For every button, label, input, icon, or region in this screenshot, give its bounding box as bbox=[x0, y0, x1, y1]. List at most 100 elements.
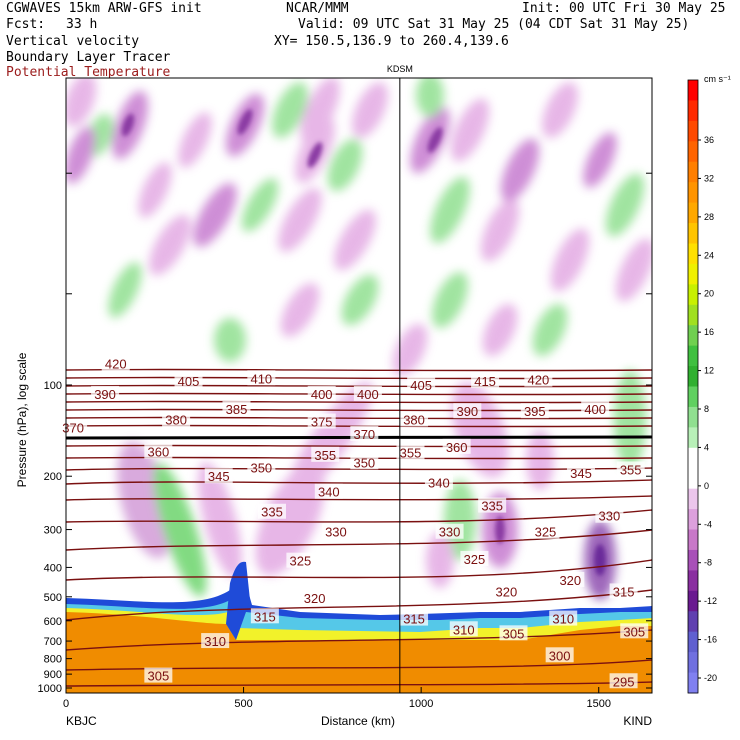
y-tick-label: 1000 bbox=[38, 683, 62, 695]
colorbar-label: 0 bbox=[704, 481, 709, 491]
colorbar-swatch bbox=[688, 509, 698, 531]
contour-label-bg bbox=[204, 468, 233, 484]
contour-label: 390 bbox=[94, 387, 116, 402]
contour-label-bg bbox=[174, 372, 203, 388]
colorbar-swatch bbox=[688, 345, 698, 367]
y-tick-label: 500 bbox=[44, 592, 62, 604]
contour-label: 410 bbox=[250, 371, 272, 386]
contour-label: 390 bbox=[456, 404, 478, 419]
colorbar-swatch bbox=[688, 263, 698, 285]
y-tick-label: 100 bbox=[44, 380, 62, 392]
colorbar-label: 16 bbox=[704, 327, 714, 337]
colorbar-swatch bbox=[688, 631, 698, 653]
contour-label: 385 bbox=[226, 402, 248, 417]
vertical-velocity-shading bbox=[66, 78, 652, 600]
contour-label-bg bbox=[424, 474, 453, 490]
colorbar-swatch bbox=[688, 488, 698, 510]
contour-label-bg bbox=[453, 403, 482, 419]
contour-label-bg bbox=[620, 623, 649, 639]
x-axis-label: Distance (km) bbox=[321, 714, 395, 728]
contour-label: 305 bbox=[503, 626, 525, 641]
colorbar-label: 32 bbox=[704, 173, 714, 183]
contour-label: 330 bbox=[599, 509, 621, 524]
contour-label: 315 bbox=[254, 609, 276, 624]
station-marker-label: KDSM bbox=[387, 64, 413, 74]
contour-label-bg bbox=[321, 523, 350, 539]
contour-label: 315 bbox=[613, 584, 635, 599]
y-tick-label: 800 bbox=[44, 654, 62, 666]
contour-label-bg bbox=[407, 377, 436, 392]
colorbar-swatch bbox=[688, 570, 698, 592]
boundary-layer-tracer bbox=[66, 561, 652, 693]
contour-label: 330 bbox=[439, 525, 461, 540]
field-vertical-velocity: Vertical velocity bbox=[6, 34, 140, 49]
contour-label: 420 bbox=[105, 357, 127, 372]
contour-label-bg bbox=[307, 413, 336, 429]
contour-label: 315 bbox=[403, 612, 425, 627]
contour-label: 400 bbox=[357, 387, 379, 402]
colorbar-label: 4 bbox=[704, 442, 709, 452]
init-time: Init: 00 UTC Fri 30 May 25 bbox=[522, 1, 726, 16]
contour-label: 355 bbox=[400, 445, 422, 460]
forecast-hour: 33 h bbox=[66, 17, 98, 32]
contour-label: 345 bbox=[570, 466, 592, 481]
colorbar-swatch bbox=[688, 549, 698, 571]
contour-label-bg bbox=[144, 443, 173, 459]
contour-label: 355 bbox=[314, 448, 336, 463]
contour-label-bg bbox=[222, 400, 251, 416]
colorbar-swatch bbox=[688, 141, 698, 163]
contour-label: 400 bbox=[584, 402, 606, 417]
y-axis: 100 200 300 400 500 600 700 800 900 1000 bbox=[38, 172, 652, 695]
colorbar-swatch bbox=[688, 386, 698, 408]
contour-label: 360 bbox=[147, 445, 169, 460]
contour-label-bg bbox=[286, 552, 315, 568]
contour-label-bg bbox=[350, 425, 379, 441]
colorbar-swatch bbox=[688, 672, 698, 694]
contour-label: 350 bbox=[353, 455, 375, 470]
x-axis: 0 500 1000 1500 bbox=[63, 687, 611, 710]
contour-label: 310 bbox=[204, 634, 226, 649]
contour-label: 310 bbox=[453, 622, 475, 637]
colorbar-label: -20 bbox=[704, 673, 717, 683]
contour-label-bg bbox=[400, 411, 429, 427]
colorbar-label: -16 bbox=[704, 635, 717, 645]
colorbar-swatch bbox=[688, 182, 698, 204]
contour-label-bg bbox=[616, 461, 645, 477]
colorbar-frame bbox=[687, 79, 699, 694]
left-endpoint-label: KBJC bbox=[66, 714, 97, 728]
colorbar-swatch bbox=[688, 590, 698, 612]
contour-label-bg bbox=[549, 610, 578, 626]
contour-label-bg bbox=[499, 625, 528, 641]
colorbar-swatch bbox=[688, 611, 698, 633]
colorbar-label: -4 bbox=[704, 519, 712, 529]
contour-label-bg bbox=[353, 385, 382, 401]
right-endpoint-label: KIND bbox=[623, 714, 652, 728]
contour-label-bg bbox=[247, 459, 276, 475]
colorbar-label: 36 bbox=[704, 135, 714, 145]
contour-label-bg bbox=[556, 571, 585, 587]
colorbar-swatch bbox=[688, 100, 698, 122]
contour-label-bg bbox=[91, 385, 120, 401]
contour-label: 395 bbox=[524, 404, 546, 419]
contour-label: 320 bbox=[304, 591, 326, 606]
colorbar-label: 28 bbox=[704, 212, 714, 222]
contour-label-bg bbox=[257, 503, 286, 519]
contour-label: 330 bbox=[325, 525, 347, 540]
contour-label: 350 bbox=[250, 460, 272, 475]
colorbar-label: 20 bbox=[704, 289, 714, 299]
y-tick-label: 700 bbox=[44, 636, 62, 648]
contour-label-bg bbox=[247, 370, 276, 386]
y-tick-label: 200 bbox=[44, 471, 62, 483]
contour-label: 325 bbox=[464, 552, 486, 567]
contour-label-bg bbox=[350, 454, 379, 470]
contour-label-bg bbox=[250, 608, 279, 624]
contour-label: 345 bbox=[208, 469, 230, 484]
contour-label: 380 bbox=[403, 413, 425, 428]
contour-label: 400 bbox=[311, 387, 333, 402]
x-tick-label: 1500 bbox=[586, 698, 610, 710]
colorbar-swatch bbox=[688, 202, 698, 224]
colorbar-swatch bbox=[688, 529, 698, 551]
colorbar-swatch bbox=[688, 652, 698, 674]
contour-label-bg bbox=[311, 446, 340, 462]
